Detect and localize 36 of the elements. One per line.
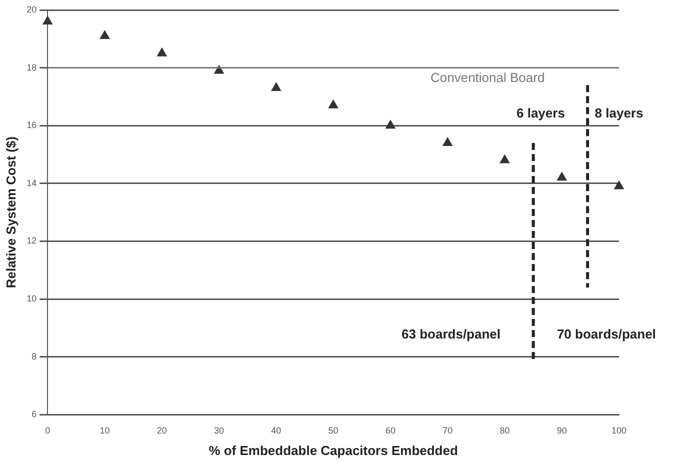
point	[100, 30, 110, 40]
point	[557, 172, 567, 181]
x-tick-label: 20	[156, 425, 167, 436]
point	[442, 137, 452, 146]
x-tick-label: 80	[500, 425, 510, 436]
point	[500, 154, 510, 164]
x-tick-label: 90	[556, 425, 567, 436]
x-axis-title: % of Embeddable Capacitors Embedded	[208, 442, 458, 458]
x-tick-label: 10	[100, 425, 110, 436]
y-tick-label: 20	[26, 4, 37, 14]
annotation: 6 layers	[516, 106, 565, 121]
point	[386, 120, 396, 129]
y-tick-label: 18	[26, 62, 37, 72]
x-tick-label: 50	[328, 425, 338, 436]
y-tick-label: 10	[26, 293, 37, 304]
x-tick-label: 30	[214, 425, 224, 436]
point	[157, 48, 167, 56]
ref-line-label: Conventional Board	[430, 70, 545, 85]
x-tick-label: 40	[271, 425, 282, 436]
y-tick-label: 12	[26, 236, 37, 246]
x-tick-label: 70	[442, 425, 453, 436]
y-tick-label: 14	[26, 178, 37, 188]
point	[271, 82, 281, 92]
point	[328, 100, 338, 108]
x-tick-label: 0	[45, 425, 50, 436]
point	[42, 16, 52, 25]
point	[614, 180, 624, 190]
annotation: 70 boards/panel	[556, 326, 656, 342]
annotation: 63 boards/panel	[402, 326, 501, 342]
y-tick-label: 16	[26, 120, 37, 130]
x-tick-label: 60	[385, 425, 396, 436]
annotation: 8 layers	[594, 106, 644, 121]
x-tick-label: 100	[611, 425, 627, 436]
y-tick-label: 6	[32, 409, 37, 420]
y-tick-label: 8	[32, 351, 37, 362]
y-axis-title: Relative System Cost ($)	[3, 136, 18, 288]
